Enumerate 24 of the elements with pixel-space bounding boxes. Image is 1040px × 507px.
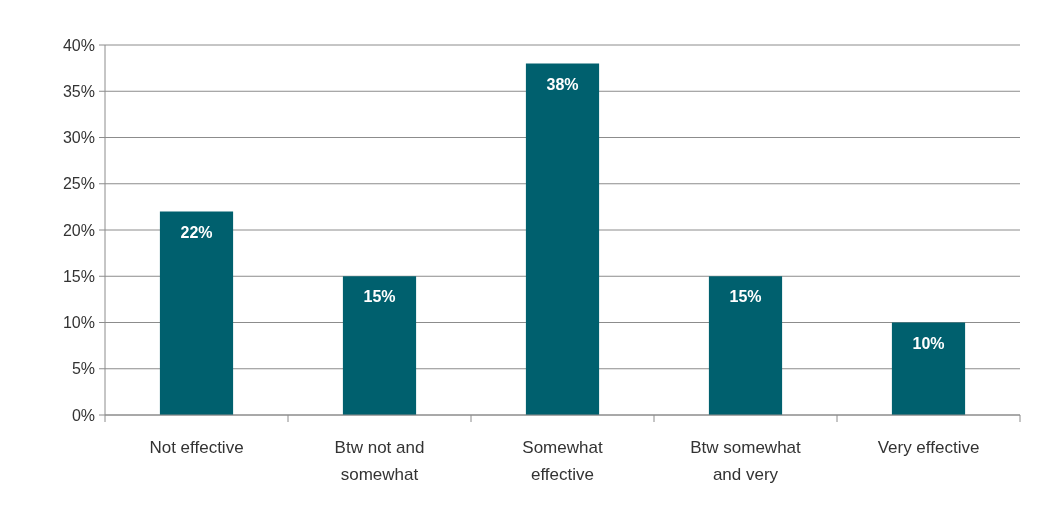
- y-tick-label: 40%: [62, 36, 95, 54]
- y-tick-label: 20%: [62, 221, 95, 239]
- bar: [891, 322, 966, 415]
- x-tick-label: Not effective: [149, 438, 244, 457]
- bar: [525, 63, 600, 415]
- y-tick-label: 35%: [62, 82, 95, 100]
- x-tick-label: Very effective: [877, 438, 980, 457]
- data-label: 22%: [180, 223, 213, 241]
- data-label: 10%: [912, 334, 945, 352]
- y-tick-label: 5%: [71, 360, 95, 378]
- y-tick-label: 15%: [62, 267, 95, 285]
- bar: [342, 276, 417, 415]
- y-tick-label: 25%: [62, 175, 95, 193]
- x-tick-label: Btw somewhat and very: [690, 438, 802, 484]
- data-label: 38%: [546, 75, 579, 93]
- x-tick-label: Btw not and somewhat: [334, 438, 425, 484]
- bar: [708, 276, 783, 415]
- y-tick-label: 10%: [62, 314, 95, 332]
- bar: [159, 211, 234, 415]
- y-tick-label: 30%: [62, 129, 95, 147]
- y-tick-label: 0%: [71, 406, 95, 424]
- data-label: 15%: [729, 288, 762, 306]
- data-label: 15%: [363, 288, 396, 306]
- x-tick-label: Somewhat effective: [522, 438, 603, 484]
